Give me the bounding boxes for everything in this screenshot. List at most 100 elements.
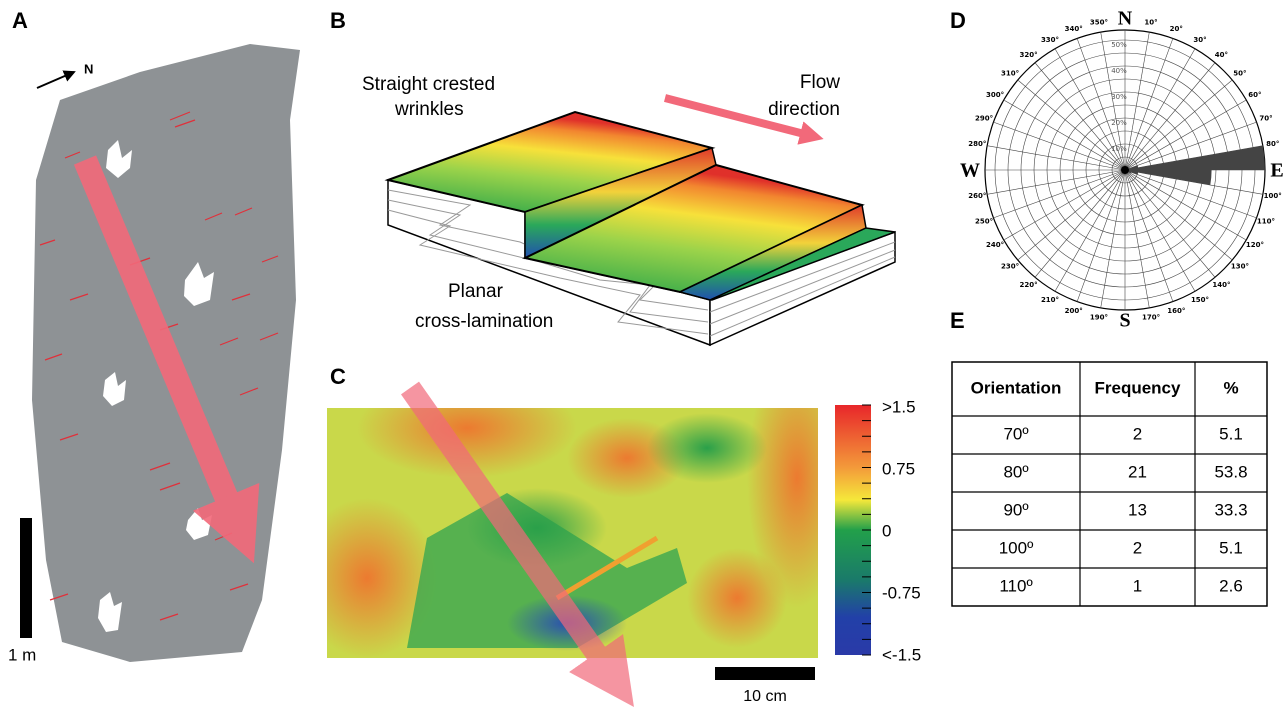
degree-label: 120° [1246, 241, 1264, 249]
degree-label: 100° [1264, 192, 1282, 200]
table-cell: 2 [1133, 424, 1142, 443]
scale-label: 1 m [8, 645, 36, 664]
wrinkle-marks [39, 111, 279, 621]
table-header: Frequency [1095, 378, 1182, 397]
panel-b: B Straight crested wrinkles Flow directi… [330, 8, 896, 347]
panel-c: C 10 cm >1.5 0.75 0 -0.75 <-1.5 [327, 364, 921, 708]
table-cell: 2 [1133, 538, 1142, 557]
scale-bar [20, 518, 32, 638]
colorbar-label: >1.5 [882, 397, 916, 416]
rose-spoke [1100, 32, 1126, 171]
degree-label: 80° [1266, 140, 1279, 148]
degree-label: 290° [975, 115, 993, 123]
colorbar-ticks [862, 404, 871, 656]
rose-spoke [1017, 169, 1126, 261]
side-laminae [709, 241, 896, 337]
rose-spoke [1124, 169, 1247, 241]
degree-label: 30° [1193, 36, 1206, 44]
panel-label: D [950, 8, 966, 33]
rose-spoke [987, 169, 1126, 195]
rose-center [1121, 166, 1129, 174]
rose-spoke [1003, 169, 1126, 241]
degree-label: 350° [1090, 18, 1108, 26]
degree-label: 250° [975, 217, 993, 225]
table-cell: 5.1 [1219, 538, 1243, 557]
ring-label: 30% [1111, 93, 1127, 101]
colorbar-label: -0.75 [882, 583, 921, 602]
table-border [951, 361, 1268, 607]
degree-label: 160° [1167, 307, 1185, 315]
degree-label: 150° [1191, 296, 1209, 304]
degree-label: 280° [968, 140, 986, 148]
rose-spoke [1076, 169, 1126, 302]
compass-e: E [1270, 160, 1283, 182]
table-cell: 33.3 [1214, 500, 1247, 519]
ring-label: 40% [1111, 67, 1127, 75]
panel-a: A N 1 m [8, 8, 300, 664]
rose-spoke [1076, 38, 1126, 171]
table-cell: 70º [1003, 424, 1028, 443]
ring-label: 50% [1111, 41, 1127, 49]
flow-arrow [73, 155, 260, 564]
rose-spoke [1100, 169, 1126, 308]
rose-spoke [1124, 169, 1216, 278]
rose-spoke [1017, 79, 1126, 171]
degree-label: 310° [1001, 70, 1019, 78]
rose-spoke [1124, 169, 1233, 261]
table-cell: 5.1 [1219, 424, 1243, 443]
panel-label: C [330, 364, 346, 389]
degree-label: 240° [986, 241, 1004, 249]
flow-arrow [663, 94, 824, 145]
ring-label: 20% [1111, 119, 1127, 127]
scale-label: 10 cm [743, 688, 787, 705]
table-cell: 1 [1133, 576, 1142, 595]
degree-label: 210° [1041, 296, 1059, 304]
degree-label: 130° [1231, 262, 1249, 270]
rose-spoke [1124, 38, 1174, 171]
lamination-label: Planar [448, 281, 504, 302]
rose-spoke [993, 169, 1126, 219]
colorbar-label: 0.75 [882, 459, 915, 478]
rose-spoke [1034, 169, 1126, 278]
degree-label: 140° [1212, 281, 1230, 289]
rose-spoke [1124, 169, 1150, 308]
rose-spoke [993, 121, 1126, 171]
flow-label: Flow [800, 72, 840, 93]
degree-label: 260° [968, 192, 986, 200]
rose-spoke [1124, 169, 1196, 292]
compass-w: W [960, 160, 980, 182]
lower-surface [709, 227, 896, 301]
panel-label: B [330, 8, 346, 33]
wrinkle-label: Straight crested [362, 74, 495, 95]
table-cell: 80º [1003, 462, 1028, 481]
compass-s: S [1119, 310, 1130, 332]
rose-spoke [1124, 169, 1174, 302]
rose-spoke [1124, 79, 1233, 171]
lamination-label: cross-lamination [415, 311, 553, 332]
rose-spoke [987, 145, 1126, 171]
compass-n: N [1118, 8, 1133, 30]
degree-label: 170° [1142, 314, 1160, 322]
rose-spoke [1003, 99, 1126, 171]
north-label: N [84, 61, 93, 76]
degree-label: 60° [1248, 91, 1261, 99]
table-cell: 2.6 [1219, 576, 1243, 595]
degree-label: 190° [1090, 314, 1108, 322]
panel-d: D N E S W 10% 20% 30% 40% 50% 10° 20° 30° 40° 50°… [950, 8, 1284, 332]
rose-petal [1125, 145, 1265, 170]
north-arrow [36, 70, 76, 89]
flow-label: direction [768, 99, 840, 120]
rose-spoke [1124, 62, 1216, 171]
table-cell: 110º [999, 576, 1032, 595]
table-header: Orientation [971, 378, 1062, 397]
rose-spoke [1124, 32, 1150, 171]
degree-label: 110° [1257, 217, 1275, 225]
degree-label: 200° [1065, 307, 1083, 315]
rose-petal [1125, 170, 1212, 186]
degree-label: 10° [1144, 18, 1157, 26]
degree-label: 230° [1001, 262, 1019, 270]
table-cell: 100º [999, 538, 1034, 557]
colorbar-label: 0 [882, 521, 891, 540]
degree-label: 330° [1041, 36, 1059, 44]
